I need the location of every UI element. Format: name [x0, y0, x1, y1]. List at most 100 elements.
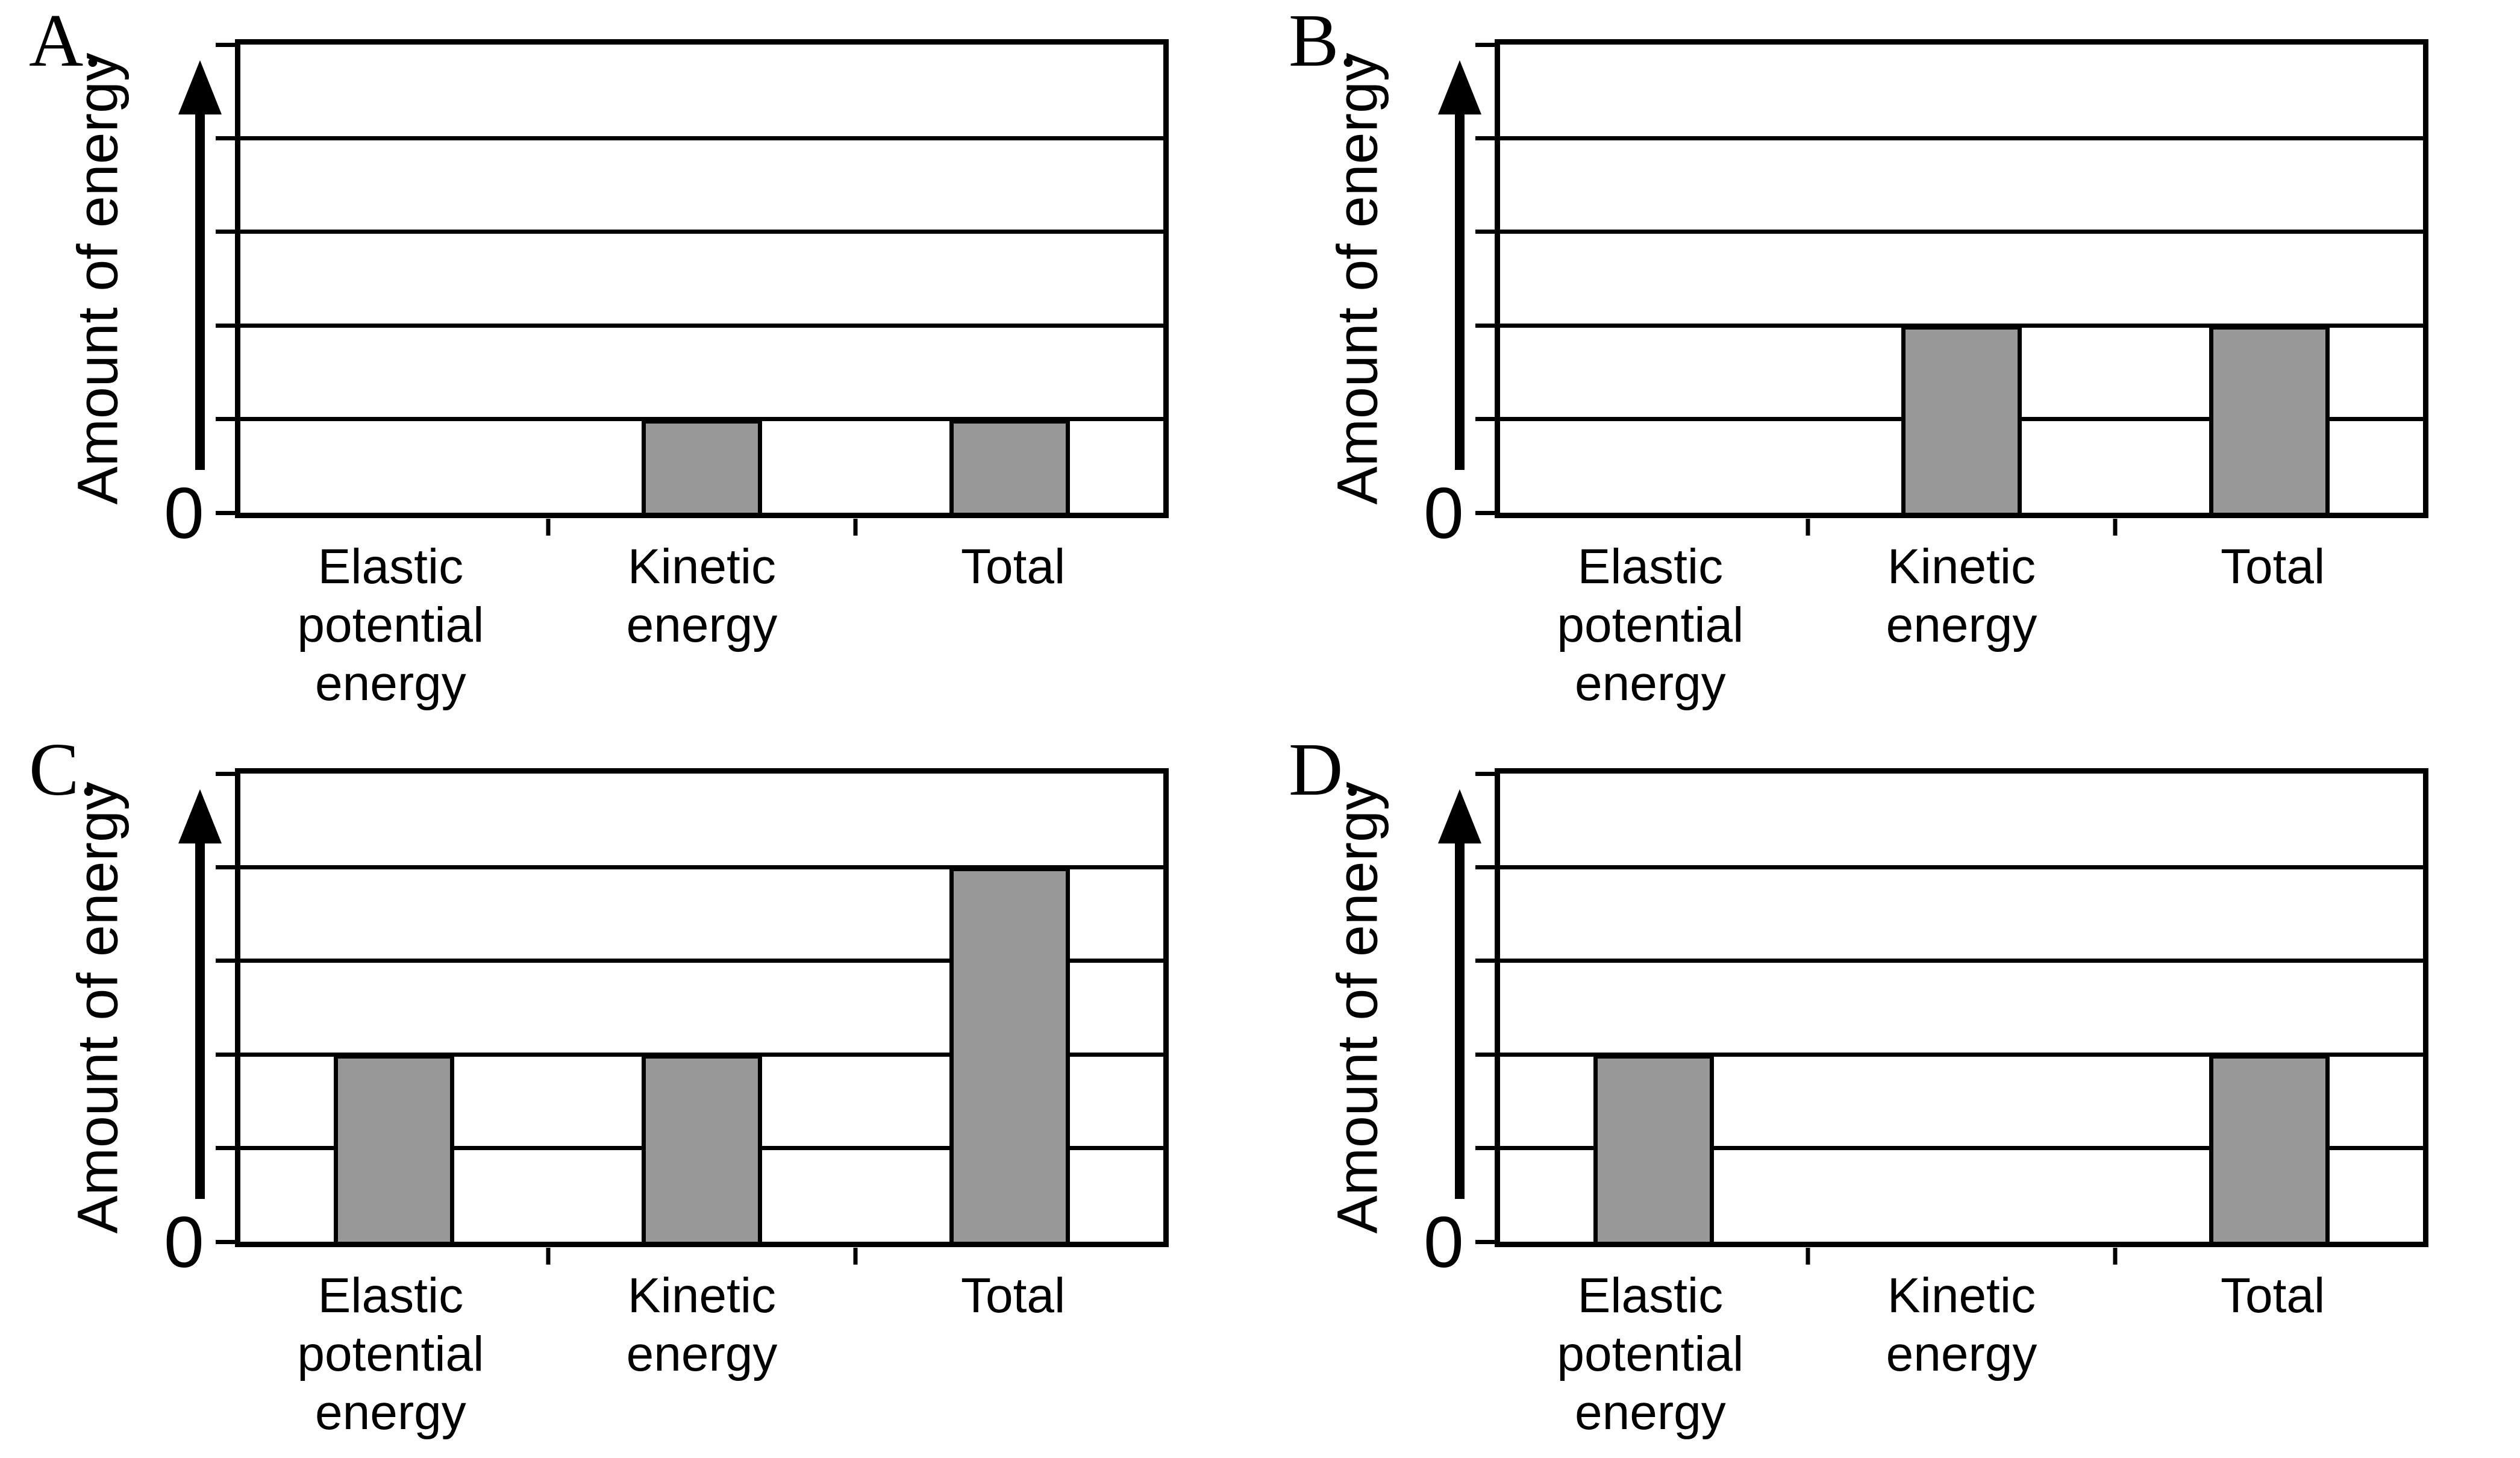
gridline: [240, 136, 1163, 140]
gridline: [1500, 959, 2423, 963]
y-axis-title-text: Amount of energy: [1325, 52, 1390, 505]
y-axis-title: Amount of energy: [33, 768, 163, 1247]
y-axis-tick: [216, 323, 235, 328]
panel-a: A. Amount of energy 0 Elastic potential …: [0, 0, 1260, 729]
y-axis-tick: [216, 136, 235, 140]
y-axis-tick: [1475, 771, 1495, 776]
x-label-total: Total: [961, 539, 1066, 594]
x-axis-tick: [2113, 1248, 2118, 1265]
y-axis-tick: [1475, 417, 1495, 422]
y-axis-tick: [1475, 1052, 1495, 1057]
bar-elastic-potential-energy: [1593, 1054, 1715, 1242]
panel-c-letter-label: C.: [29, 728, 98, 812]
y-axis-tick: [1475, 136, 1495, 140]
y-axis-title-text: Amount of energy: [66, 781, 130, 1234]
gridline: [240, 230, 1163, 234]
panel-b: B. Amount of energy 0 Elastic potential …: [1260, 0, 2520, 729]
y-axis-tick: [1475, 1146, 1495, 1151]
y-axis-title: Amount of energy: [33, 39, 163, 518]
gridline: [1500, 230, 2423, 234]
x-label-kinetic-energy: Kinetic energy: [1886, 539, 2037, 652]
bar-kinetic-energy: [642, 419, 762, 513]
x-label-total: Total: [2221, 1268, 2325, 1323]
bar-kinetic-energy: [1901, 325, 2022, 513]
y-axis-tick: [1475, 865, 1495, 869]
arrow-head-icon: [1438, 789, 1481, 843]
x-axis-tick: [1806, 1248, 1810, 1265]
x-axis-labels: Elastic potential energy Kinetic energy …: [235, 538, 1169, 719]
x-axis-labels: Elastic potential energy Kinetic energy …: [235, 1267, 1169, 1448]
gridline: [1500, 1146, 2423, 1151]
x-label-kinetic-energy: Kinetic energy: [626, 1268, 778, 1381]
x-label-kinetic-energy: Kinetic energy: [1886, 1268, 2037, 1381]
y-axis-tick: [216, 1239, 235, 1244]
y-axis-tick: [216, 1146, 235, 1151]
y-axis-tick: [1475, 959, 1495, 963]
y-axis-tick: [1475, 230, 1495, 234]
y-axis-origin-label: 0: [164, 1202, 204, 1283]
x-label-elastic-potential-energy: Elastic potential energy: [297, 539, 484, 711]
panel-c: C. Amount of energy 0 Elastic potential …: [0, 729, 1260, 1458]
y-axis-tick: [1475, 42, 1495, 47]
arrow-shaft: [1455, 111, 1465, 470]
y-axis-tick: [216, 230, 235, 234]
gridline: [240, 323, 1163, 328]
panel-a-letter-label: A.: [29, 0, 102, 83]
panel-b-letter-label: B.: [1289, 0, 1358, 83]
x-axis-tick: [853, 1248, 858, 1265]
arrow-head-icon: [1438, 60, 1481, 114]
gridline: [1500, 865, 2423, 869]
y-axis-title: Amount of energy: [1293, 39, 1422, 518]
y-axis-title: Amount of energy: [1293, 768, 1422, 1247]
gridline: [1500, 136, 2423, 140]
y-axis-tick: [216, 771, 235, 776]
gridline: [1500, 1052, 2423, 1057]
y-axis-tick: [216, 417, 235, 422]
arrow-head-icon: [178, 60, 222, 114]
x-axis-tick: [546, 519, 551, 536]
x-axis-labels: Elastic potential energy Kinetic energy …: [1495, 538, 2428, 719]
y-axis-tick: [216, 1052, 235, 1057]
panel-d-letter-label: D.: [1289, 728, 1362, 812]
arrow-shaft: [1455, 840, 1465, 1199]
x-label-elastic-potential-energy: Elastic potential energy: [1557, 1268, 1744, 1440]
y-axis-tick: [216, 959, 235, 963]
x-label-elastic-potential-energy: Elastic potential energy: [297, 1268, 484, 1440]
y-axis-tick: [216, 510, 235, 515]
arrow-head-icon: [178, 789, 222, 843]
arrow-shaft: [195, 111, 205, 470]
y-axis-origin-label: 0: [1424, 1202, 1464, 1283]
x-axis-tick: [2113, 519, 2118, 536]
bar-kinetic-energy: [642, 1054, 762, 1242]
bar-total: [2209, 1054, 2330, 1242]
arrow-shaft: [195, 840, 205, 1199]
plot-area: [216, 768, 1169, 1265]
x-axis-tick: [1806, 519, 1810, 536]
x-label-total: Total: [2221, 539, 2325, 594]
gridline: [240, 865, 1163, 869]
y-axis-tick: [216, 865, 235, 869]
y-axis-tick: [216, 42, 235, 47]
plot-area: [1475, 768, 2428, 1265]
y-axis-tick: [1475, 1239, 1495, 1244]
x-label-total: Total: [961, 1268, 1066, 1323]
y-axis-origin-label: 0: [164, 473, 204, 554]
y-axis-title-text: Amount of energy: [1325, 781, 1390, 1234]
x-axis-labels: Elastic potential energy Kinetic energy …: [1495, 1267, 2428, 1448]
x-label-kinetic-energy: Kinetic energy: [626, 539, 778, 652]
bar-total: [949, 419, 1070, 513]
x-axis-tick: [853, 519, 858, 536]
y-axis-tick: [1475, 510, 1495, 515]
panel-d: D. Amount of energy 0 Elastic potential …: [1260, 729, 2520, 1458]
gridline: [240, 959, 1163, 963]
x-label-elastic-potential-energy: Elastic potential energy: [1557, 539, 1744, 711]
bar-total: [2209, 325, 2330, 513]
y-axis-title-text: Amount of energy: [66, 52, 130, 505]
x-axis-tick: [546, 1248, 551, 1265]
y-axis-tick: [1475, 323, 1495, 328]
y-axis-origin-label: 0: [1424, 473, 1464, 554]
bar-elastic-potential-energy: [334, 1054, 455, 1242]
plot-area: [1475, 39, 2428, 536]
bar-total: [949, 867, 1070, 1242]
